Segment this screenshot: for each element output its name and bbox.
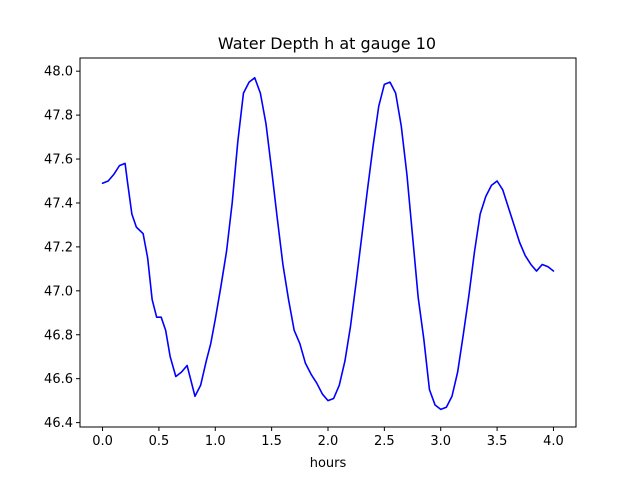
x-axis-label: hours: [310, 456, 347, 471]
x-tick-label: 3.0: [430, 434, 451, 449]
y-tick-label: 47.6: [44, 153, 73, 168]
y-tick-label: 47.4: [44, 196, 73, 211]
x-tick-label: 2.0: [318, 434, 339, 449]
plot-area: 0.0 0.5 1.0 1.5 2.0 2.5 3.0 3.5 4.0 46.4 46.6 46.8 4…: [44, 57, 577, 449]
y-tick-label: 47.2: [44, 240, 73, 255]
y-tick-label: 46.8: [44, 328, 73, 343]
x-tick-label: 1.5: [261, 434, 282, 449]
x-tick-label: 0.0: [92, 434, 113, 449]
series-line-0: [101, 76, 555, 411]
y-tick-label: 47.0: [44, 284, 73, 299]
y-tick-label: 46.6: [44, 372, 73, 387]
x-tick-label: 3.5: [487, 434, 508, 449]
x-tick-label: 2.5: [374, 434, 395, 449]
y-tick-label: 46.4: [44, 416, 73, 431]
x-tick-label: 4.0: [543, 434, 564, 449]
y-tick-label: 47.8: [44, 109, 73, 124]
x-tick-label: 0.5: [149, 434, 170, 449]
y-tick-label: 48.0: [44, 65, 73, 80]
x-tick-label: 1.0: [205, 434, 226, 449]
chart-title: Water Depth h at gauge 10: [218, 34, 436, 53]
